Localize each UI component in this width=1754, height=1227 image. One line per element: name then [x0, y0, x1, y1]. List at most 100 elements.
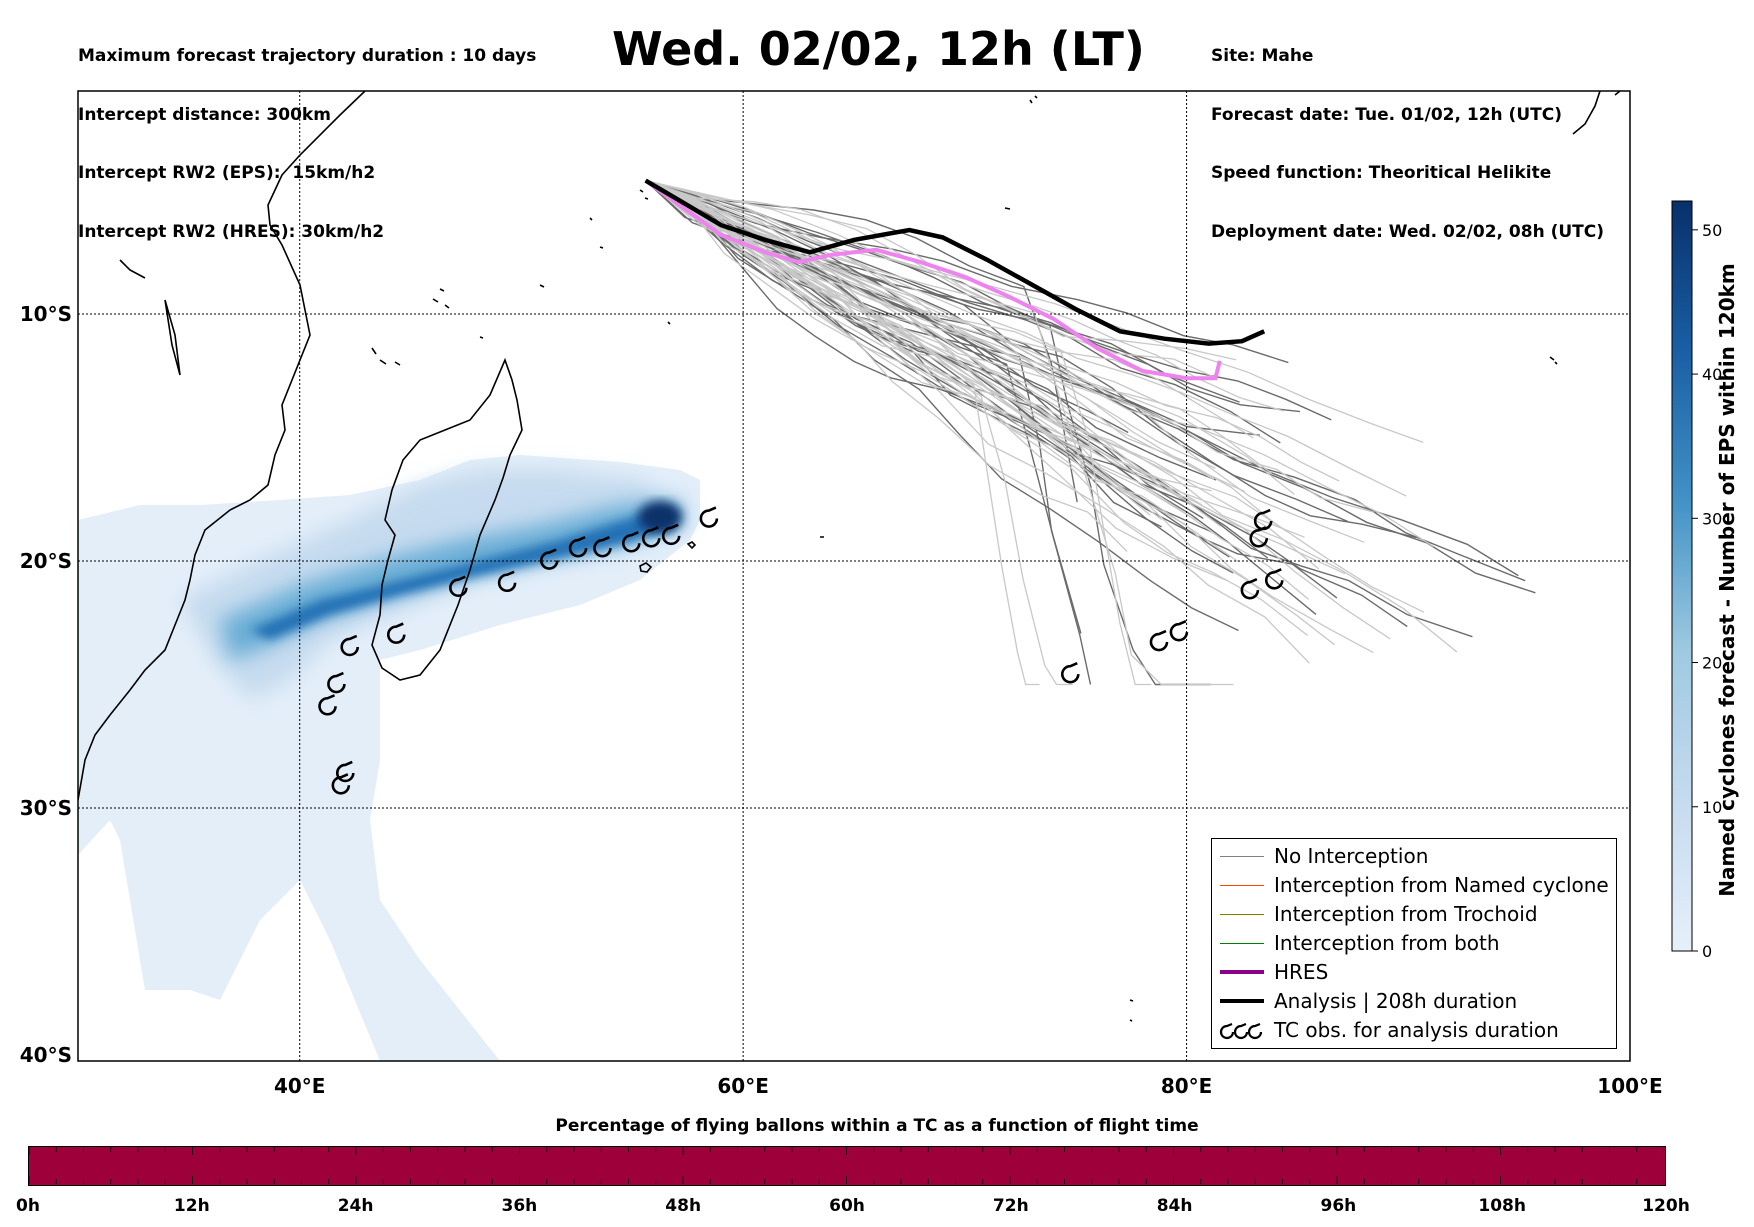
time-bar-label: 108h: [1478, 1196, 1526, 1216]
ensemble-track: [645, 179, 1211, 686]
legend-item-no-interception: No Interception: [1212, 843, 1616, 871]
map-frame: [77, 90, 1631, 1062]
time-bar-label: 48h: [665, 1196, 702, 1216]
longitude-label: 60°E: [717, 1074, 769, 1098]
latitude-labels: 10°S 20°S 30°S 40°S: [20, 302, 72, 1067]
longitude-label: 40°E: [274, 1074, 326, 1098]
ensemble-track: [645, 180, 1374, 654]
colorbar-tick-label: 50: [1702, 221, 1722, 240]
intercept-distance-text: Intercept distance: 300km: [78, 104, 331, 125]
ensemble-track: [645, 180, 1458, 653]
legend-label: TC obs. for analysis duration: [1274, 1018, 1559, 1042]
latitude-label: 20°S: [20, 549, 72, 573]
legend: No Interception Interception from Named …: [1211, 838, 1617, 1049]
cyclone-symbol: [1149, 629, 1169, 652]
legend-label: HRES: [1274, 960, 1329, 984]
cyclone-symbol: [641, 526, 661, 548]
latitude-label: 30°S: [20, 796, 72, 820]
legend-item-tc-obs: TC obs. for analysis duration: [1212, 1017, 1616, 1045]
madagascar-coast: [371, 357, 523, 681]
ensemble-track: [645, 180, 1305, 538]
ensemble-track: [645, 179, 1218, 379]
time-bar-label: 120h: [1642, 1196, 1690, 1216]
legend-item-hres: HRES: [1212, 959, 1616, 987]
legend-label: Interception from Trochoid: [1274, 902, 1538, 926]
colorbar-tick-label: 40: [1702, 365, 1722, 384]
cyclone-symbol: [539, 548, 559, 570]
legend-item-both: Interception from both: [1212, 930, 1616, 958]
cyclone-symbol: [497, 570, 517, 593]
ensemble-track: [645, 179, 1365, 543]
deployment-date-text: Deployment date: Wed. 02/02, 08h (UTC): [1211, 221, 1605, 242]
cyclone-symbol: [1169, 619, 1189, 642]
madagascar-northwest-islands: [432, 288, 484, 339]
colorbar-tick-label: 20: [1702, 654, 1722, 673]
ensemble-track: [645, 179, 1152, 686]
time-bar-title: Percentage of flying ballons within a TC…: [555, 1116, 1199, 1136]
cyclone-symbol: [331, 773, 351, 795]
ensemble-track: [645, 180, 1309, 637]
legend-swatch: [1220, 885, 1264, 886]
time-bar-label: 60h: [829, 1196, 865, 1216]
cyclone-symbol: [1061, 661, 1080, 684]
time-bar-label: 72h: [992, 1196, 1029, 1216]
header-left: Maximum forecast trajectory duration : 1…: [78, 8, 536, 262]
ensemble-track: [645, 179, 1281, 444]
density-peak: [638, 501, 682, 533]
time-bar-label: 96h: [1320, 1196, 1357, 1216]
reunion-rodrigues: [686, 536, 824, 550]
time-bar-label: 12h: [173, 1196, 210, 1216]
legend-swatch: [1220, 856, 1264, 857]
time-bar-label: 84h: [1156, 1196, 1193, 1216]
cyclone-symbol: [449, 575, 468, 597]
africa-coast: [78, 91, 366, 801]
legend-swatch: [1220, 943, 1264, 944]
tc-observations: [318, 506, 1284, 795]
ensemble-track: [645, 180, 1128, 552]
colorbar-tick-label: 10: [1702, 798, 1722, 817]
ensemble-track: [645, 180, 1310, 600]
gridlines: [78, 91, 1630, 1061]
ensemble-track: [645, 180, 1391, 640]
time-bar-ticks: [29, 1147, 1664, 1184]
colorbar-ticks: 0 10 20 30 40 50: [1692, 221, 1722, 961]
eps-density-field: [78, 455, 700, 1061]
legend-label: Interception from Named cyclone: [1274, 873, 1609, 897]
longitude-label: 80°E: [1161, 1074, 1213, 1098]
ensemble-track: [645, 179, 1407, 497]
ensemble-track: [645, 180, 1375, 513]
time-bar-label: 36h: [501, 1196, 538, 1216]
cyclone-symbol: [593, 535, 612, 558]
zanzibar-islands: [119, 259, 181, 376]
ensemble-track: [645, 179, 1289, 364]
intercept-hres-text: Intercept RW2 (HRES): 30km/h2: [78, 221, 385, 242]
cyclone-symbols-icon: [1219, 1022, 1263, 1040]
legend-label: No Interception: [1274, 844, 1429, 868]
forecast-date-text: Forecast date: Tue. 01/02, 12h (UTC): [1211, 104, 1562, 125]
time-bar-label: 0h: [16, 1196, 40, 1216]
site-text: Site: Mahe: [1211, 46, 1314, 66]
legend-item-named-cyclone: Interception from Named cyclone: [1212, 872, 1616, 900]
cyclone-symbol: [568, 535, 588, 558]
ensemble-track: [645, 179, 1408, 628]
intercept-eps-text: Intercept RW2 (EPS): 15km/h2: [78, 163, 376, 183]
cyclone-symbol: [1240, 577, 1260, 600]
max-duration-text: Maximum forecast trajectory duration : 1…: [78, 46, 537, 66]
header-right: Site: Mahe Forecast date: Tue. 01/02, 12…: [1211, 8, 1604, 262]
hres-track: [644, 178, 1222, 381]
analysis-track: [644, 178, 1266, 346]
legend-swatch: [1220, 970, 1264, 974]
ensemble-track: [645, 179, 1234, 686]
longitude-labels: 40°E 60°E 80°E 100°E: [274, 1074, 1663, 1098]
ensemble-track: [645, 180, 1284, 412]
cyclone-symbol: [1265, 568, 1284, 590]
latitude-label: 40°S: [20, 1043, 72, 1067]
cyclone-symbol: [1249, 526, 1269, 548]
mauritius: [639, 562, 653, 573]
legend-item-analysis: Analysis | 208h duration: [1212, 988, 1616, 1016]
speed-function-text: Speed function: Theoritical Helikite: [1211, 163, 1552, 183]
colorbar-label: Named cyclones forecast - Number of EPS …: [1715, 263, 1739, 897]
legend-label: Interception from both: [1274, 931, 1500, 955]
